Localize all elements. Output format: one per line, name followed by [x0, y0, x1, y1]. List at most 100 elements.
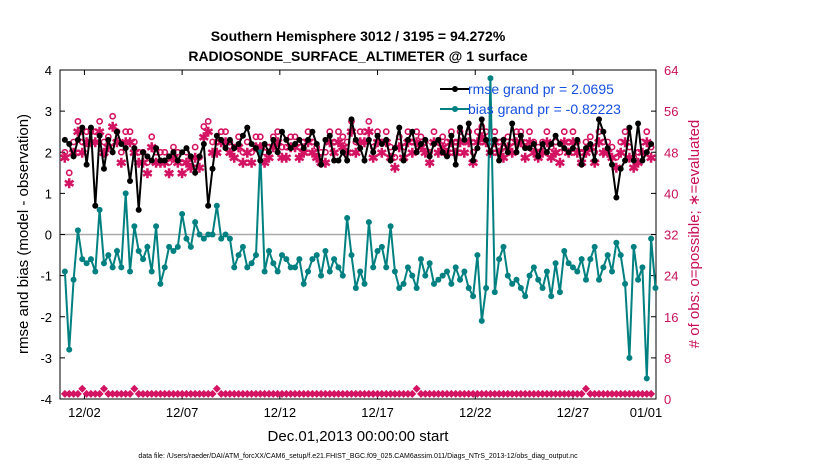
rmse-point: [530, 141, 537, 148]
rmse-point: [600, 128, 607, 135]
bias-point: [296, 256, 303, 263]
bias-point: [170, 247, 177, 254]
y-right-tick-label: 64: [664, 63, 678, 78]
obs-evaluated-marker: ✱: [290, 140, 301, 155]
obs-possible-marker: [200, 123, 208, 130]
rmse-point: [574, 136, 581, 143]
rmse-point: [226, 136, 233, 143]
obs-evaluated-marker: ✱: [146, 140, 157, 155]
legend-rmse-label: rmse grand pr = 2.0695: [468, 81, 614, 97]
rmse-point: [457, 124, 464, 131]
rmse-point: [166, 153, 173, 160]
obs-possible-marker: [382, 128, 390, 136]
obs-possible-marker: [430, 128, 438, 136]
rmse-point: [174, 157, 181, 164]
bias-point: [448, 280, 455, 287]
obs-possible-marker: [491, 128, 499, 136]
obs-evaluated-marker: ✱: [389, 161, 400, 176]
obs-possible-marker: [170, 143, 177, 151]
y-right-tick-label: 24: [664, 269, 678, 284]
obs-possible-marker: [148, 133, 156, 141]
obs-evaluated-marker: ✱: [255, 140, 266, 155]
obs-evaluated-marker: ✱: [142, 166, 153, 181]
bias-point: [61, 268, 68, 275]
obs-evaluated-marker: ✱: [581, 145, 592, 160]
bias-point: [417, 256, 424, 263]
rmse-point: [413, 149, 420, 156]
obs-possible-low-marker: [278, 389, 287, 398]
bias-point: [409, 272, 416, 279]
bias-point: [517, 284, 524, 291]
obs-possible-marker: [291, 133, 299, 141]
rmse-point: [622, 157, 629, 164]
y-tick-label: -3: [40, 351, 52, 366]
rmse-point: [113, 128, 120, 135]
obs-possible-low-marker: [395, 389, 404, 398]
bias-point: [587, 256, 594, 263]
rmse-point: [626, 124, 633, 131]
obs-evaluated-marker: ✱: [233, 140, 244, 155]
obs-possible-low-marker: [369, 389, 378, 398]
bias-point: [504, 272, 511, 279]
obs-evaluated-marker: ✱: [177, 166, 188, 181]
rmse-point: [361, 157, 368, 164]
bias-point: [648, 235, 655, 242]
obs-possible-marker: [217, 128, 225, 136]
obs-evaluated-marker: ✱: [494, 145, 505, 160]
rmse-point: [122, 145, 129, 152]
obs-evaluated-marker: ✱: [64, 176, 75, 191]
bias-point: [118, 264, 125, 271]
obs-evaluated-marker: ✱: [433, 145, 444, 160]
obs-possible-low-marker: [312, 389, 321, 398]
bias-point: [552, 260, 559, 267]
obs-possible-low-marker: [495, 389, 504, 398]
obs-possible-low-marker: [612, 389, 621, 398]
bias-point: [239, 243, 246, 250]
bias-point: [218, 235, 225, 242]
obs-evaluated-marker: ✱: [524, 135, 535, 150]
rmse-point: [118, 141, 125, 148]
rmse-point: [79, 124, 86, 131]
obs-possible-low-marker: [625, 389, 634, 398]
rmse-point: [192, 169, 199, 176]
obs-evaluated-marker: ✱: [207, 145, 218, 160]
bias-point: [370, 264, 377, 271]
obs-evaluated-marker: ✱: [594, 135, 605, 150]
obs-possible-marker: [339, 133, 347, 141]
obs-evaluated-marker: ✱: [329, 145, 340, 160]
obs-evaluated-marker: ✱: [272, 135, 283, 150]
rmse-point: [539, 141, 546, 148]
rmse-point: [470, 157, 477, 164]
rmse-point: [391, 145, 398, 152]
bias-point: [161, 264, 168, 271]
rmse-point: [109, 149, 116, 156]
obs-possible-marker: [74, 118, 82, 125]
obs-possible-marker: [361, 128, 368, 136]
rmse-point: [404, 136, 411, 143]
bias-point: [261, 268, 268, 275]
obs-possible-low-marker: [460, 389, 469, 398]
obs-possible-low-marker: [577, 389, 586, 398]
bias-point: [396, 284, 403, 291]
obs-possible-marker: [439, 133, 447, 141]
bias-point: [600, 264, 607, 271]
x-tick-label: 12/22: [459, 405, 492, 420]
obs-possible-marker: [109, 112, 117, 120]
obs-evaluated-marker: ✱: [281, 150, 292, 165]
rmse-point: [426, 153, 433, 160]
bias-point: [109, 264, 116, 271]
bias-point: [465, 284, 472, 291]
y-tick-label: 0: [45, 228, 52, 243]
obs-possible-low-marker: [269, 389, 278, 398]
obs-possible-marker: [96, 118, 104, 125]
x-tick-label: 01/01: [630, 405, 663, 420]
obs-possible-marker: [83, 128, 90, 136]
bias-point: [274, 268, 281, 275]
obs-possible-low-marker: [204, 389, 213, 398]
bias-point: [322, 247, 329, 254]
obs-evaluated-marker: ✱: [99, 145, 110, 160]
obs-possible-marker: [252, 133, 260, 141]
obs-possible-marker: [643, 128, 651, 136]
obs-possible-low-marker: [521, 389, 530, 398]
